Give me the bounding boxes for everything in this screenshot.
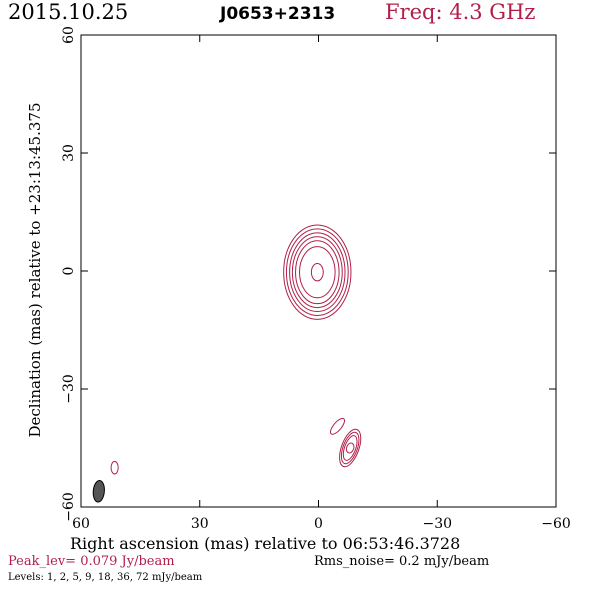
x-tick-label: −60: [541, 516, 571, 532]
y-tick-label: −30: [61, 374, 77, 404]
plot-frame: [80, 34, 557, 508]
y-tick-label: −60: [61, 492, 77, 522]
y-axis-label: Declination (mas) relative to +23:13:45.…: [26, 102, 44, 438]
contour-spur: [329, 417, 346, 435]
x-tick-label: 30: [191, 516, 209, 532]
x-tick-label: 0: [314, 516, 323, 532]
contour-jet: [340, 431, 360, 465]
peak-level: Peak_lev= 0.079 Jy/beam: [8, 554, 175, 569]
contour-core: [291, 236, 343, 309]
contour-jet: [342, 435, 358, 461]
contour-core: [289, 232, 346, 313]
axis-ticks: 60 30 0 −30 −60 −60 −30 0 30 60: [61, 26, 571, 532]
y-tick-label: 0: [61, 267, 77, 276]
contour-outlier: [110, 460, 119, 475]
x-axis-label: Right ascension (mas) relative to 06:53:…: [70, 534, 461, 553]
contour-core: [310, 263, 324, 282]
observation-date: 2015.10.25: [8, 0, 129, 24]
beam-layer: [92, 479, 105, 503]
rms-noise: Rms_noise= 0.2 mJy/beam: [314, 554, 490, 569]
contour-jet: [339, 428, 362, 468]
contour-levels: Levels: 1, 2, 5, 9, 18, 36, 72 mJy/beam: [8, 572, 203, 583]
x-tick-label: −30: [422, 516, 452, 532]
contour-core: [299, 246, 336, 299]
y-tick-label: 30: [61, 144, 77, 162]
contour-jet: [345, 442, 355, 454]
contour-core: [285, 228, 349, 316]
frequency-label: Freq: 4.3 GHz: [385, 0, 536, 24]
beam-ellipse: [92, 479, 105, 503]
contour-layer: [110, 224, 362, 475]
x-tick-label: 60: [72, 516, 90, 532]
y-tick-label: 60: [61, 26, 77, 44]
contour-core: [283, 224, 352, 320]
contour-core: [295, 240, 340, 305]
source-name: J0653+2313: [220, 4, 336, 24]
